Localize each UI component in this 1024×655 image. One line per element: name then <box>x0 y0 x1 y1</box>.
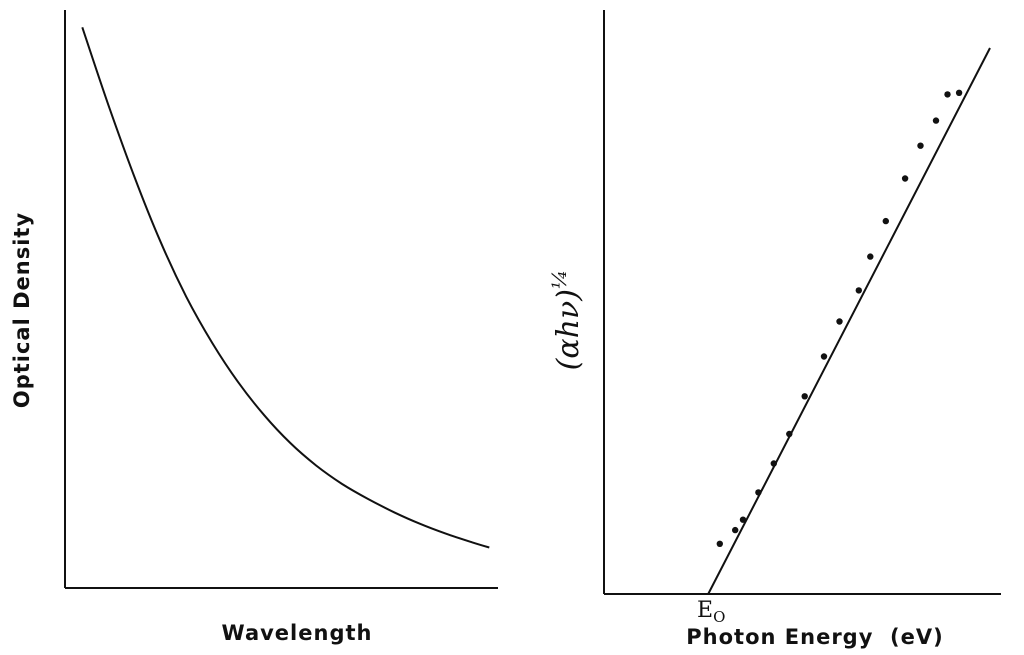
data-point <box>801 393 808 400</box>
left-x-axis-title: Wavelength <box>222 621 373 645</box>
band-gap-tick-subscript: O <box>713 608 725 626</box>
data-point <box>716 540 723 547</box>
photon-energy-panel: Photon Energy (eV) (αhν)¼ EO <box>547 10 1001 649</box>
data-point <box>820 353 828 360</box>
data-point <box>770 460 777 467</box>
data-point <box>882 217 889 225</box>
right-y-axis-title-exponent: ¼ <box>547 270 571 289</box>
data-points <box>716 89 963 547</box>
data-point <box>755 489 762 496</box>
data-point <box>944 91 951 98</box>
data-point <box>786 430 793 438</box>
data-point <box>932 117 940 124</box>
data-point <box>836 318 843 325</box>
data-point <box>901 175 909 182</box>
band-gap-tick-label: EO <box>697 598 725 626</box>
data-point <box>917 142 924 149</box>
data-point <box>732 526 739 534</box>
right-x-axis-title: Photon Energy (eV) <box>686 625 943 649</box>
right-y-axis-title: (αhν)¼ <box>547 270 586 371</box>
data-point <box>955 89 963 97</box>
right-y-axis-title-main: (αhν) <box>551 289 586 370</box>
optical-density-curve <box>81 26 490 549</box>
left-y-axis-title: Optical Density <box>10 212 34 408</box>
band-gap-tick-main: E <box>697 598 713 623</box>
data-point <box>867 253 874 260</box>
data-point <box>855 287 862 294</box>
data-point <box>739 516 747 523</box>
optical-density-panel: Wavelength Optical Density <box>10 10 498 645</box>
linear-fit-line <box>707 47 991 595</box>
